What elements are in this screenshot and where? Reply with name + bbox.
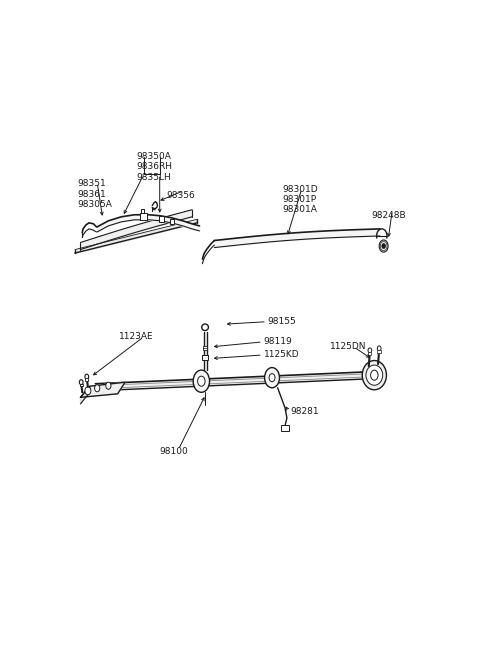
Text: 98248B: 98248B: [372, 211, 407, 219]
Text: 98155: 98155: [267, 317, 296, 326]
Bar: [80, 384, 83, 386]
Circle shape: [95, 384, 100, 392]
Bar: [158, 216, 164, 222]
Circle shape: [198, 376, 205, 386]
Ellipse shape: [362, 360, 386, 390]
Bar: [281, 424, 289, 430]
Text: 98350A
9836RH
9835LH: 98350A 9836RH 9835LH: [136, 152, 172, 181]
Bar: [85, 378, 88, 381]
Circle shape: [382, 244, 385, 248]
Circle shape: [377, 346, 381, 351]
Bar: [170, 219, 174, 225]
Polygon shape: [81, 386, 90, 404]
Circle shape: [371, 370, 378, 380]
Text: 1123AE: 1123AE: [119, 332, 154, 341]
Text: 1125KD: 1125KD: [264, 350, 300, 360]
Circle shape: [379, 240, 388, 252]
Text: 98351
98361
98305A: 98351 98361 98305A: [78, 179, 113, 209]
Bar: [202, 355, 208, 360]
Circle shape: [85, 374, 89, 379]
Circle shape: [264, 367, 279, 388]
Polygon shape: [81, 383, 125, 398]
Circle shape: [269, 373, 275, 382]
Bar: [203, 346, 207, 350]
Text: 98356: 98356: [166, 191, 195, 200]
Bar: [377, 350, 381, 353]
Circle shape: [85, 386, 91, 395]
Circle shape: [193, 370, 210, 392]
Bar: [368, 352, 372, 355]
Ellipse shape: [202, 324, 208, 331]
Text: 98119: 98119: [264, 337, 293, 346]
Text: 1125DN: 1125DN: [330, 343, 366, 352]
Text: 98301D
98301P
98301A: 98301D 98301P 98301A: [282, 185, 318, 214]
Ellipse shape: [366, 365, 383, 385]
Text: 98281: 98281: [290, 407, 319, 416]
Bar: [140, 213, 147, 220]
Circle shape: [106, 383, 111, 389]
Text: 98100: 98100: [160, 447, 189, 457]
Circle shape: [79, 380, 83, 384]
Circle shape: [368, 348, 372, 353]
